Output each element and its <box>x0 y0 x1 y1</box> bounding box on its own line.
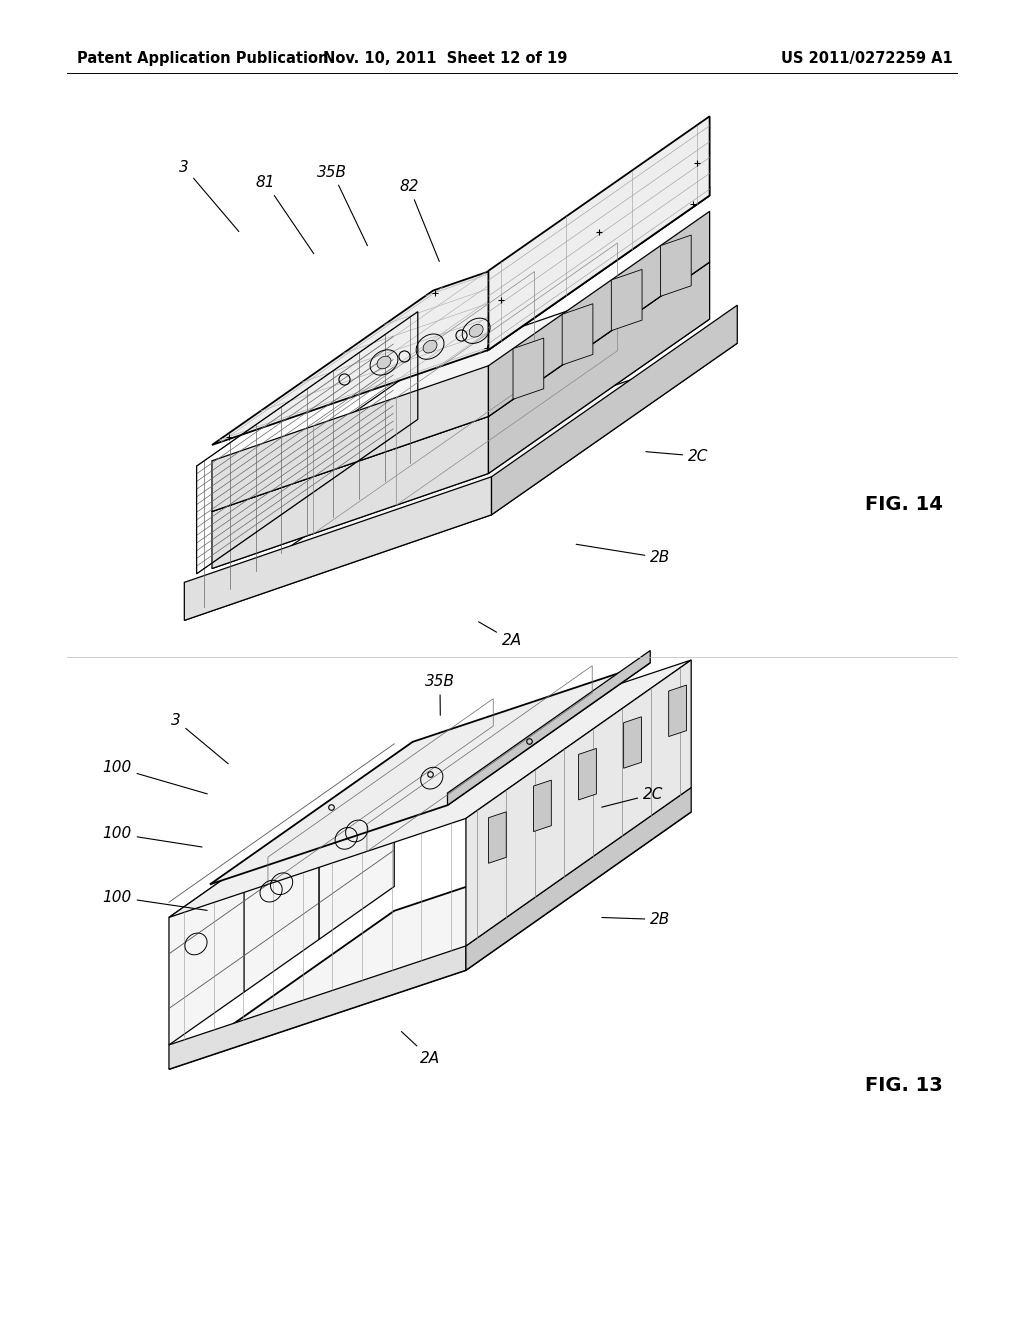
Polygon shape <box>488 261 710 474</box>
Polygon shape <box>212 195 710 445</box>
Polygon shape <box>210 663 650 884</box>
Polygon shape <box>488 211 710 417</box>
Text: 2A: 2A <box>401 1031 440 1065</box>
Polygon shape <box>488 812 506 863</box>
Text: 2B: 2B <box>602 912 671 927</box>
Polygon shape <box>212 261 710 512</box>
Text: US 2011/0272259 A1: US 2011/0272259 A1 <box>780 51 952 66</box>
Polygon shape <box>492 305 737 515</box>
Polygon shape <box>184 477 492 620</box>
Polygon shape <box>669 685 686 737</box>
Text: 2C: 2C <box>646 449 709 463</box>
Text: 2B: 2B <box>577 544 671 565</box>
Ellipse shape <box>469 325 483 337</box>
Polygon shape <box>212 319 710 569</box>
Polygon shape <box>319 759 394 940</box>
Polygon shape <box>169 865 244 1045</box>
Polygon shape <box>488 186 710 350</box>
Text: FIG. 14: FIG. 14 <box>865 495 943 513</box>
Text: 3: 3 <box>171 713 228 764</box>
Text: 81: 81 <box>256 176 313 253</box>
Text: 100: 100 <box>102 760 207 793</box>
Text: 35B: 35B <box>425 675 455 715</box>
Polygon shape <box>611 269 642 331</box>
Polygon shape <box>244 812 319 993</box>
Polygon shape <box>660 235 691 297</box>
Text: 82: 82 <box>399 180 439 261</box>
Text: 2C: 2C <box>602 787 664 807</box>
Polygon shape <box>466 660 691 946</box>
Polygon shape <box>562 304 593 366</box>
Text: 2A: 2A <box>478 622 522 648</box>
Text: FIG. 13: FIG. 13 <box>865 1076 943 1094</box>
Polygon shape <box>466 788 691 970</box>
Polygon shape <box>212 366 488 512</box>
Ellipse shape <box>423 341 437 352</box>
Polygon shape <box>447 651 650 805</box>
Text: 35B: 35B <box>317 165 368 246</box>
Polygon shape <box>169 812 691 1069</box>
Polygon shape <box>169 946 466 1069</box>
Polygon shape <box>579 748 596 800</box>
Text: 100: 100 <box>102 890 207 911</box>
Polygon shape <box>624 717 641 768</box>
Ellipse shape <box>377 356 391 368</box>
Polygon shape <box>184 343 737 620</box>
Polygon shape <box>169 660 691 917</box>
Text: Nov. 10, 2011  Sheet 12 of 19: Nov. 10, 2011 Sheet 12 of 19 <box>324 51 567 66</box>
Text: 3: 3 <box>179 160 239 231</box>
Polygon shape <box>513 338 544 400</box>
Polygon shape <box>534 780 551 832</box>
Polygon shape <box>212 417 488 569</box>
Text: 100: 100 <box>102 826 202 847</box>
Text: Patent Application Publication: Patent Application Publication <box>77 51 329 66</box>
Polygon shape <box>488 116 710 350</box>
